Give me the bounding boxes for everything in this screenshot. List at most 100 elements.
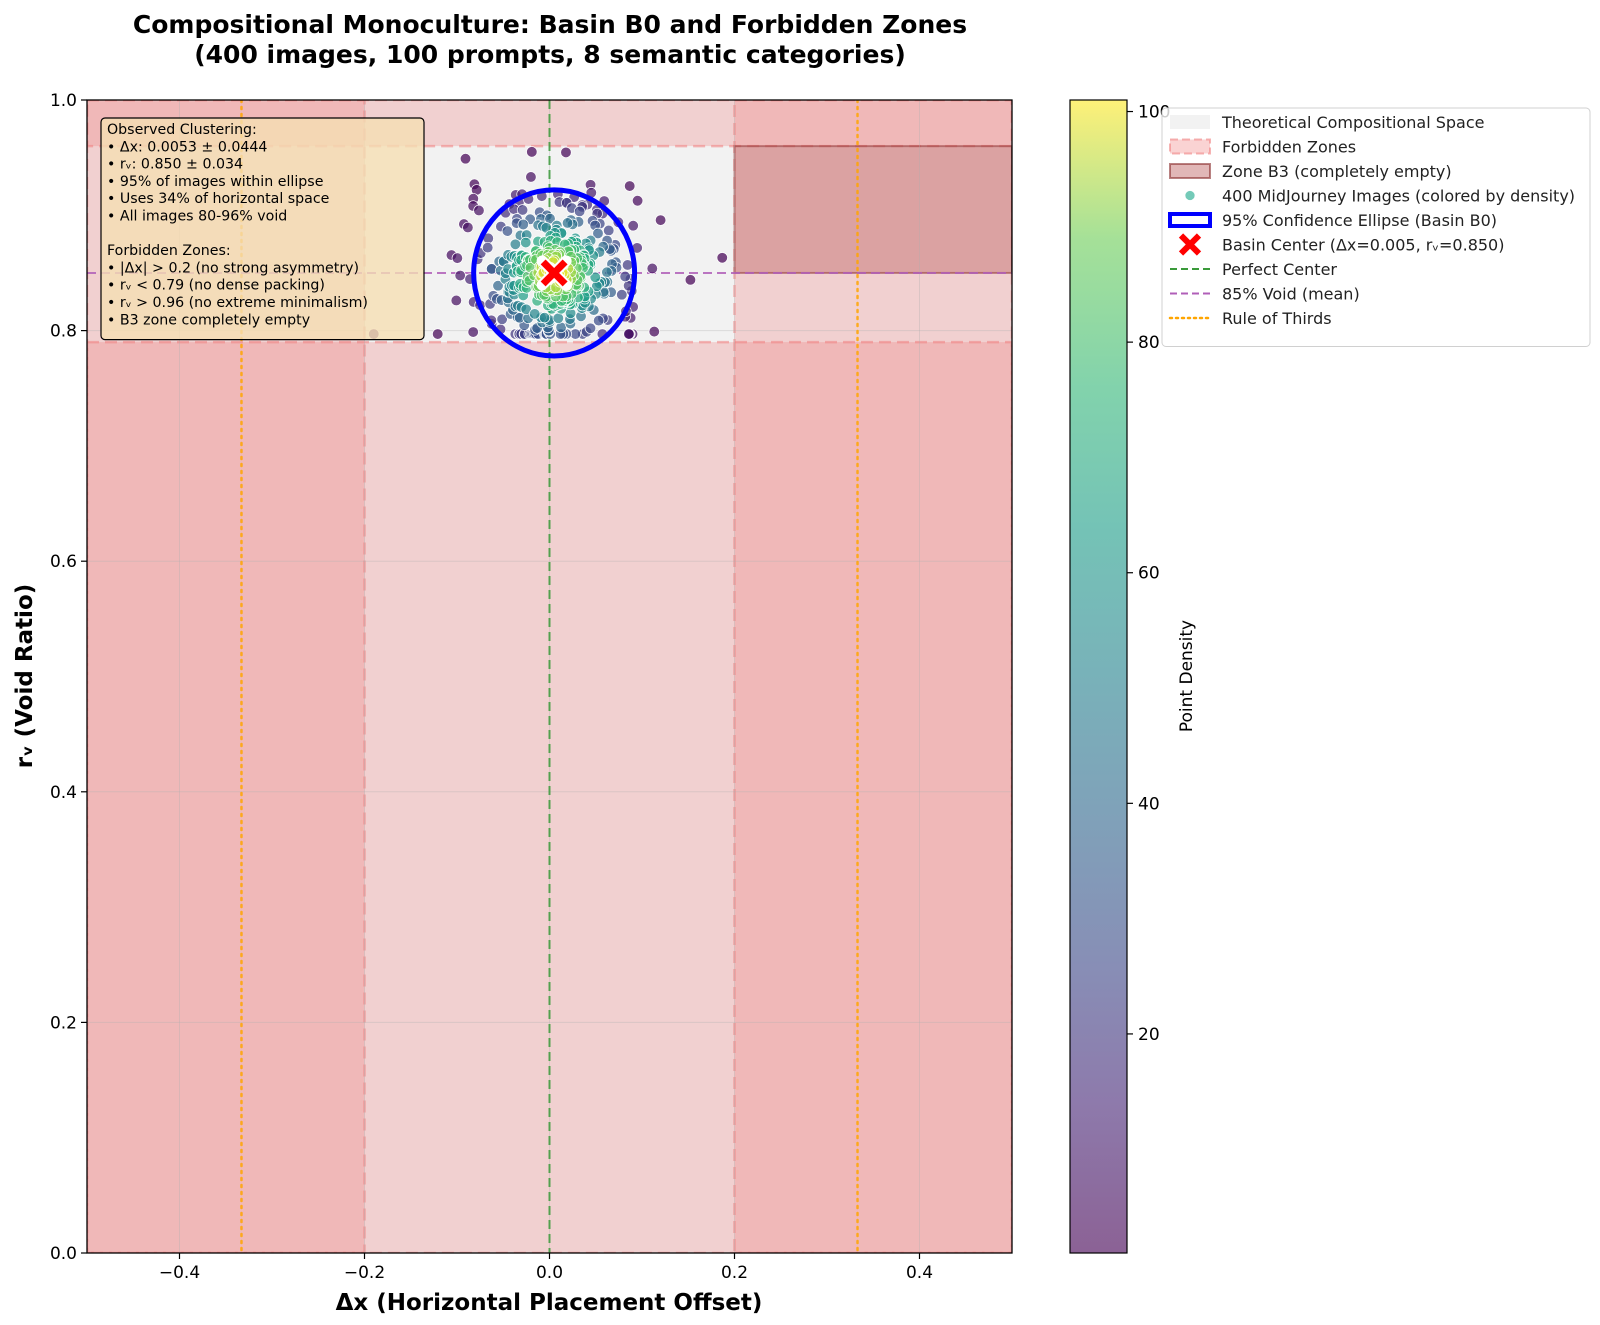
scatter-point <box>529 308 541 320</box>
scatter-point <box>526 146 538 158</box>
legend-entry: Rule of Thirds <box>1168 309 1332 328</box>
scatter-point <box>654 214 667 226</box>
legend-swatch-b3 <box>1169 163 1211 179</box>
scatter-point <box>603 224 615 237</box>
scatter-point <box>616 289 628 301</box>
annotation-line: • B3 zone completely empty <box>107 312 310 328</box>
chart-title: Compositional Monoculture: Basin B0 and … <box>133 10 967 39</box>
colorbar-tick-label: 60 <box>1138 564 1160 584</box>
legend-entry: Zone B3 (completely empty) <box>1169 162 1452 181</box>
annotation-line: • Uses 34% of horizontal space <box>107 191 329 207</box>
legend-frame <box>1161 107 1591 347</box>
legend-entry: 400 MidJourney Images (colored by densit… <box>1184 187 1575 206</box>
scatter-point <box>592 227 604 240</box>
scatter-point <box>560 146 572 159</box>
legend-swatch-theoretical <box>1170 115 1210 129</box>
annotation-line: • rᵥ: 0.850 ± 0.034 <box>107 157 243 173</box>
colorbar-tick-label: 40 <box>1138 794 1160 814</box>
legend-swatch-forbidden <box>1169 138 1211 155</box>
annotation-line: • All images 80-96% void <box>107 209 287 225</box>
scatter-point <box>623 328 635 340</box>
scatter-point <box>627 220 639 232</box>
scatter-point <box>601 266 613 278</box>
scatter-point <box>552 312 564 324</box>
scatter-point <box>473 204 485 217</box>
scatter-point <box>451 252 463 264</box>
scatter-point <box>684 274 697 286</box>
scatter-point <box>492 280 504 292</box>
annotation-line: Forbidden Zones: <box>107 243 231 259</box>
scatter-point <box>525 171 537 183</box>
annotation-frame <box>100 117 425 341</box>
x-tick-label: 0.0 <box>536 1263 563 1283</box>
legend-label: Forbidden Zones <box>1222 138 1356 157</box>
scatter-point <box>631 195 644 207</box>
annotation-line: • rᵥ > 0.96 (no extreme minimalism) <box>107 295 368 311</box>
basin-center-marker <box>536 255 572 291</box>
scatter-point <box>454 269 466 282</box>
legend-swatch-center <box>1178 233 1202 256</box>
confidence-ellipse <box>471 187 638 359</box>
y-tick-label: 0.2 <box>50 1013 77 1033</box>
legend-swatch-ellipse <box>1168 212 1212 228</box>
scatter-point <box>624 180 636 192</box>
legend-entry: Theoretical Compositional Space <box>1170 113 1484 132</box>
legend-entry: Basin Center (Δx=0.005, rᵥ=0.850) <box>1178 233 1504 256</box>
legend-entry: 95% Confidence Ellipse (Basin B0) <box>1168 211 1497 230</box>
scatter-point <box>459 153 472 165</box>
legend-entry: Perfect Center <box>1170 260 1337 279</box>
annotation-line: • rᵥ < 0.79 (no dense packing) <box>107 278 325 294</box>
scatter-point <box>648 325 660 338</box>
chart-subtitle: (400 images, 100 prompts, 8 semantic cat… <box>194 40 906 69</box>
scatter-point <box>716 252 728 264</box>
scatter-point <box>589 271 601 283</box>
legend-label: Theoretical Compositional Space <box>1221 113 1484 132</box>
legend-swatch-points <box>1184 190 1196 201</box>
legend-label: 400 MidJourney Images (colored by densit… <box>1222 187 1575 206</box>
scatter-point <box>482 241 494 254</box>
basin-center-stroke <box>540 259 568 287</box>
colorbar-tick-label: 20 <box>1138 1025 1160 1045</box>
scatter-point <box>517 218 529 231</box>
annotation-line: • Δx: 0.0053 ± 0.0444 <box>107 139 267 155</box>
legend-entry: Forbidden Zones <box>1169 138 1356 157</box>
legend-label: Basin Center (Δx=0.005, rᵥ=0.850) <box>1222 236 1504 255</box>
annotation-box: Observed Clustering:• Δx: 0.0053 ± 0.044… <box>100 117 425 341</box>
legend-entry: 85% Void (mean) <box>1170 285 1360 304</box>
scatter-point <box>462 221 474 234</box>
scatter-point <box>501 225 514 237</box>
y-tick-label: 0.4 <box>50 783 77 803</box>
scatter-point <box>516 204 529 216</box>
colorbar-gradient <box>1069 99 1128 1254</box>
legend-label: 95% Confidence Ellipse (Basin B0) <box>1222 211 1497 230</box>
annotation-line: • |Δx| > 0.2 (no strong asymmetry) <box>107 260 359 276</box>
colorbar-tick-label: 80 <box>1138 333 1160 353</box>
y-tick-label: 0.0 <box>50 1244 77 1264</box>
colorbar-label: Point Density <box>1177 620 1197 732</box>
scatter-point <box>573 205 586 217</box>
x-tick-label: 0.4 <box>906 1263 933 1283</box>
y-axis-label: rᵥ (Void Ratio) <box>12 584 38 769</box>
legend-label: Zone B3 (completely empty) <box>1222 162 1452 181</box>
scatter-point <box>538 311 551 324</box>
scatter-point <box>619 270 631 283</box>
annotation-line: Observed Clustering: <box>107 122 257 138</box>
scatter-point <box>646 262 658 275</box>
legend-label: 85% Void (mean) <box>1222 285 1360 304</box>
legend: Theoretical Compositional Space Forbidden… <box>1161 107 1591 347</box>
scatter-point <box>432 328 444 340</box>
y-tick-label: 0.8 <box>50 322 77 342</box>
axes: −0.4 −0.2 0.0 0.2 0.4 0.0 0.2 0.4 0.6 0.8 1.0 <box>50 91 1013 1283</box>
scatter-point <box>450 294 462 307</box>
scatter-point <box>593 314 605 327</box>
y-tick-label: 0.6 <box>50 552 77 572</box>
zone-b3 <box>733 145 1012 274</box>
x-tick-label: 0.2 <box>721 1263 748 1283</box>
scatter-point <box>467 326 479 338</box>
x-tick-label: −0.4 <box>159 1263 200 1283</box>
scatter-point <box>509 238 522 250</box>
x-tick-label: −0.2 <box>344 1263 385 1283</box>
scatter-point <box>561 217 574 229</box>
scatter-point <box>520 236 532 249</box>
